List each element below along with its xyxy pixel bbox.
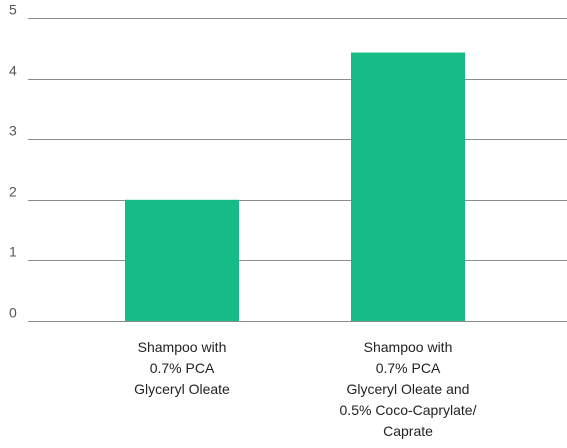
y-tick-label: 5 xyxy=(9,2,17,18)
y-tick-label: 1 xyxy=(9,244,17,260)
y-tick-label: 0 xyxy=(9,305,17,321)
bar-1 xyxy=(125,199,239,321)
y-axis-ticks: 0 1 2 3 4 5 xyxy=(9,2,17,321)
y-tick-label: 3 xyxy=(9,123,17,139)
x-category-label-line: 0.7% PCA xyxy=(149,360,215,376)
x-category-label-line: Caprate xyxy=(383,423,433,439)
x-category-label-line: 0.7% PCA xyxy=(375,360,441,376)
x-category-label-line: 0.5% Coco-Caprylate/ xyxy=(339,402,477,418)
y-tick-label: 4 xyxy=(9,63,17,79)
grid-lines xyxy=(28,18,567,322)
x-category-label-line: Glyceryl Oleate xyxy=(134,381,230,397)
y-tick-label: 2 xyxy=(9,184,17,200)
x-category-label-line: Glyceryl Oleate and xyxy=(346,381,470,397)
bar-2 xyxy=(351,52,465,322)
x-category-label-line: Shampoo with xyxy=(363,339,453,355)
bars xyxy=(125,52,465,322)
x-category-label-line: Shampoo with xyxy=(137,339,227,355)
x-category-label-1: Shampoo with 0.7% PCA Glyceryl Oleate xyxy=(82,337,282,400)
x-category-label-2: Shampoo with 0.7% PCA Glyceryl Oleate and 0… xyxy=(308,337,508,442)
